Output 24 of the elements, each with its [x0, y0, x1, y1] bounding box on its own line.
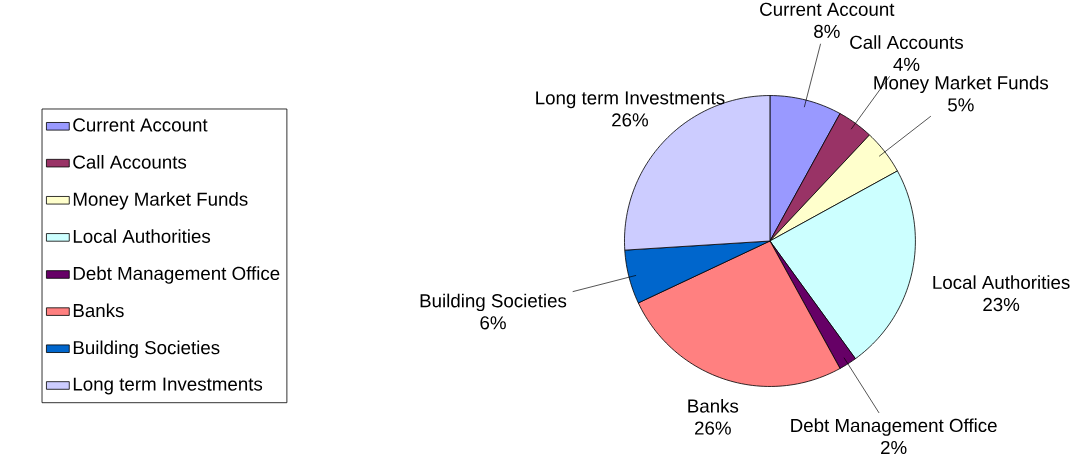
data-label: 26% — [695, 421, 731, 435]
slice-label: Building Societies — [420, 293, 567, 312]
legend-label: Call Accounts — [73, 155, 187, 169]
data-label: 4% — [893, 57, 920, 72]
legend-label: Long term Investments — [73, 377, 263, 395]
slice-label: Local Authorities — [933, 275, 1070, 290]
slice-label: Money Market Funds — [874, 75, 1049, 94]
legend-label: Building Societies — [73, 340, 220, 359]
slice-label: Current Account — [760, 2, 895, 17]
data-label: 26% — [612, 113, 648, 127]
legend-label: Local Authorities — [73, 229, 211, 244]
data-label: 2% — [881, 441, 907, 455]
legend-label: Money Market Funds — [73, 192, 248, 210]
data-label: 5% — [948, 98, 974, 112]
legend-label: Debt Management Office — [73, 266, 280, 284]
data-label: 6% — [480, 316, 506, 330]
legend-label: Banks — [73, 303, 124, 318]
data-label: 23% — [983, 297, 1020, 312]
slice-label: Call Accounts — [850, 35, 964, 50]
slice-label: Banks — [688, 399, 739, 413]
slice-label: Long term Investments — [536, 91, 725, 109]
slice-label: Debt Management Office — [791, 418, 997, 436]
data-label: 8% — [814, 24, 840, 39]
legend-label: Current Account — [73, 118, 208, 132]
